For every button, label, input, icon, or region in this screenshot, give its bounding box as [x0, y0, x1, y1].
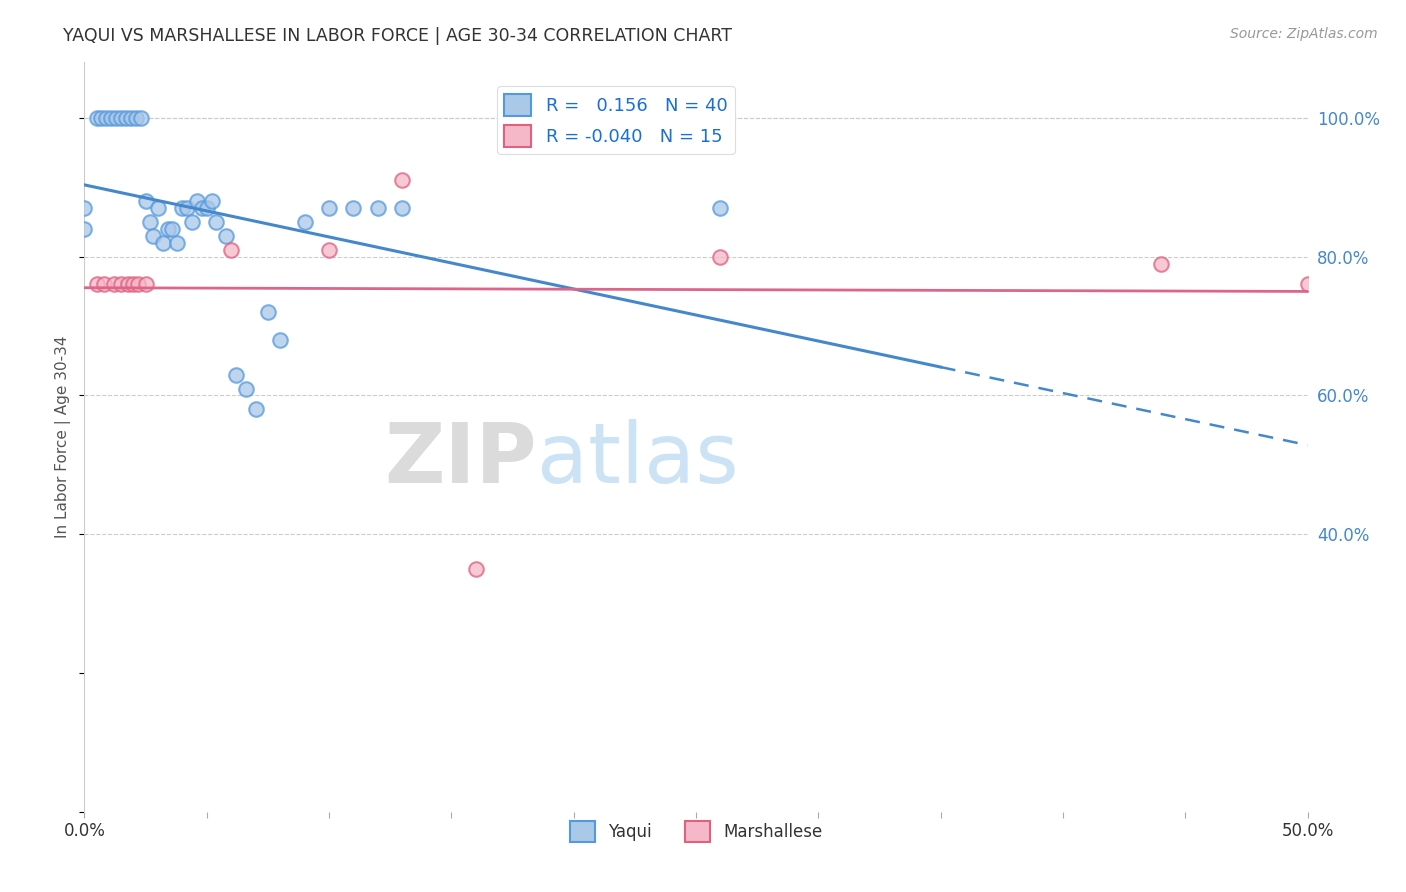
Point	[172, 201, 194, 215]
Point	[86, 277, 108, 292]
Point	[73, 201, 96, 215]
Point	[318, 201, 340, 215]
Text: atlas: atlas	[537, 419, 738, 500]
Point	[245, 402, 267, 417]
Point	[1150, 257, 1173, 271]
Point	[105, 111, 128, 125]
Point	[122, 277, 145, 292]
Point	[93, 277, 115, 292]
Point	[294, 215, 316, 229]
Legend: Yaqui, Marshallese: Yaqui, Marshallese	[562, 814, 830, 848]
Point	[146, 201, 169, 215]
Point	[129, 111, 152, 125]
Point	[96, 111, 118, 125]
Point	[115, 111, 138, 125]
Point	[135, 277, 157, 292]
Point	[257, 305, 280, 319]
Point	[709, 250, 731, 264]
Point	[186, 194, 208, 209]
Point	[120, 111, 142, 125]
Point	[127, 277, 149, 292]
Point	[181, 215, 204, 229]
Point	[142, 228, 165, 243]
Point	[90, 111, 112, 125]
Point	[73, 222, 96, 236]
Point	[342, 201, 364, 215]
Point	[195, 201, 218, 215]
Point	[269, 333, 291, 347]
Point	[135, 194, 157, 209]
Y-axis label: In Labor Force | Age 30-34: In Labor Force | Age 30-34	[55, 335, 72, 539]
Point	[709, 201, 731, 215]
Text: Source: ZipAtlas.com: Source: ZipAtlas.com	[1230, 27, 1378, 41]
Point	[100, 111, 122, 125]
Point	[152, 235, 174, 250]
Point	[219, 243, 242, 257]
Point	[86, 111, 108, 125]
Point	[103, 277, 125, 292]
Point	[139, 215, 162, 229]
Point	[367, 201, 389, 215]
Point	[117, 277, 139, 292]
Point	[391, 201, 413, 215]
Point	[1296, 277, 1319, 292]
Point	[156, 222, 179, 236]
Point	[225, 368, 247, 382]
Point	[200, 194, 222, 209]
Point	[191, 201, 214, 215]
Point	[110, 277, 132, 292]
Point	[125, 111, 148, 125]
Point	[215, 228, 238, 243]
Text: ZIP: ZIP	[384, 419, 537, 500]
Point	[318, 243, 340, 257]
Point	[205, 215, 228, 229]
Point	[166, 235, 188, 250]
Point	[176, 201, 198, 215]
Point	[391, 173, 413, 187]
Point	[110, 111, 132, 125]
Text: YAQUI VS MARSHALLESE IN LABOR FORCE | AGE 30-34 CORRELATION CHART: YAQUI VS MARSHALLESE IN LABOR FORCE | AG…	[63, 27, 733, 45]
Point	[464, 562, 486, 576]
Point	[235, 382, 257, 396]
Point	[162, 222, 184, 236]
